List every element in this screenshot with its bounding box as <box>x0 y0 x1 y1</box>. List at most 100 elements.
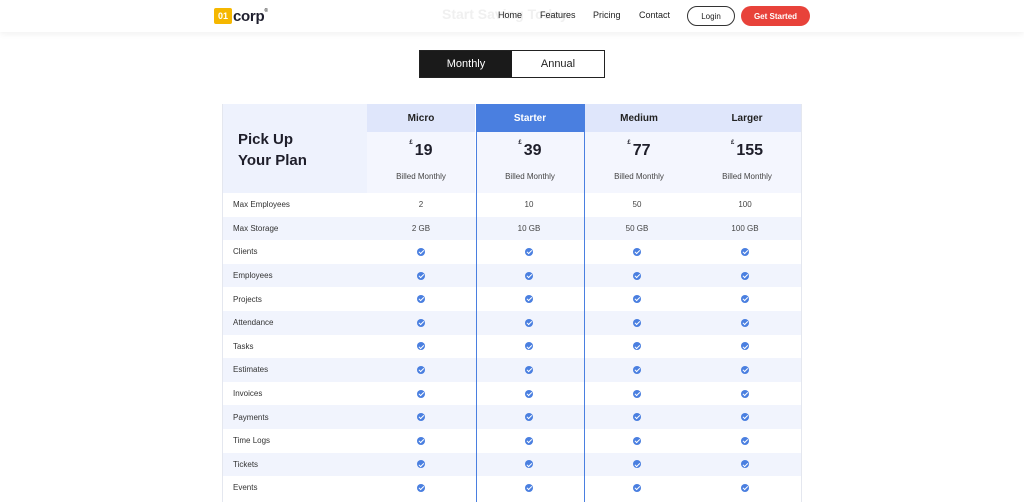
check-circle-icon <box>633 365 641 374</box>
feature-cell-larger: 100 <box>738 200 752 210</box>
check-circle-icon <box>417 365 425 374</box>
currency-symbol: £ <box>627 140 631 146</box>
feature-row: Payments <box>222 405 802 429</box>
check-circle-icon <box>525 271 533 280</box>
feature-cell-larger <box>691 476 799 500</box>
feature-row: Time Logs <box>222 429 802 453</box>
feature-cell-starter <box>475 335 583 359</box>
check-circle-icon <box>417 271 425 280</box>
feature-row: Tickets <box>222 452 802 477</box>
check-circle-icon <box>741 389 749 398</box>
check-circle-icon <box>417 460 425 469</box>
monthly-toggle-button[interactable]: Monthly <box>420 51 512 77</box>
check-circle-icon <box>633 318 641 327</box>
check-circle-icon <box>417 295 425 304</box>
feature-row: Attendance <box>222 311 802 335</box>
feature-label: Payments <box>233 412 269 422</box>
feature-cell-larger <box>691 429 799 453</box>
feature-cell-medium <box>583 287 691 311</box>
check-circle-icon <box>525 483 533 492</box>
feature-cell-medium <box>583 429 691 453</box>
feature-cell-micro <box>367 311 475 335</box>
check-circle-icon <box>741 342 749 351</box>
get-started-button[interactable]: Get Started <box>741 6 810 26</box>
feature-label: Attendance <box>233 318 274 328</box>
feature-cell-starter: 10 <box>524 200 534 210</box>
check-circle-icon <box>633 413 641 422</box>
plan-billing-label: Billed Monthly <box>396 172 446 181</box>
check-circle-icon <box>741 271 749 280</box>
plan-name: Larger <box>693 104 801 132</box>
logo[interactable]: 01 corp® <box>214 7 268 25</box>
feature-cell-micro <box>367 358 475 382</box>
feature-cell-micro <box>367 240 475 264</box>
feature-cell-starter <box>475 429 583 453</box>
check-circle-icon <box>417 247 425 256</box>
plan-starter: Starter £39 Billed Monthly <box>476 104 584 193</box>
feature-cell-medium <box>583 264 691 288</box>
feature-cell-micro <box>367 453 475 477</box>
feature-cell-medium: 50 GB <box>625 223 649 233</box>
feature-cell-starter <box>475 382 583 406</box>
pick-plan-panel: Pick Up Your Plan <box>222 104 367 193</box>
check-circle-icon <box>417 342 425 351</box>
check-circle-icon <box>633 247 641 256</box>
check-circle-icon <box>525 247 533 256</box>
logo-text-word: corp <box>233 7 265 25</box>
pick-plan-heading-line2: Your Plan <box>238 152 307 169</box>
feature-label: Tickets <box>233 459 259 469</box>
check-circle-icon <box>741 318 749 327</box>
check-circle-icon <box>525 365 533 374</box>
feature-cell-larger <box>691 287 799 311</box>
plan-price: £155 <box>693 140 801 160</box>
feature-label: Estimates <box>233 365 269 375</box>
feature-cell-medium <box>583 311 691 335</box>
feature-cell-micro <box>367 335 475 359</box>
nav-contact[interactable]: Contact <box>639 10 671 20</box>
plan-price: £39 <box>476 140 584 160</box>
annual-toggle-button[interactable]: Annual <box>512 51 604 77</box>
check-circle-icon <box>525 318 533 327</box>
feature-cell-micro: 2 GB <box>411 223 431 233</box>
nav-home[interactable]: Home <box>498 10 523 20</box>
check-circle-icon <box>741 460 749 469</box>
pick-plan-heading: Pick Up Your Plan <box>238 129 358 171</box>
plan-price-box: £39 Billed Monthly <box>476 132 584 193</box>
hero-title-ghost: Start Saving Today <box>442 6 568 22</box>
plan-price: £19 <box>367 140 475 160</box>
logo-trademark: ® <box>264 7 268 14</box>
feature-label: Invoices <box>233 389 263 399</box>
feature-cell-larger <box>691 453 799 477</box>
login-button[interactable]: Login <box>687 6 735 26</box>
plan-larger: Larger £155 Billed Monthly <box>693 104 801 193</box>
plan-price-box: £77 Billed Monthly <box>585 132 693 193</box>
feature-label: Employees <box>233 271 273 281</box>
plan-price-value: 77 <box>632 142 651 159</box>
plan-price-value: 155 <box>736 142 764 159</box>
feature-row: Events <box>222 476 802 500</box>
check-circle-icon <box>741 413 749 422</box>
check-circle-icon <box>633 271 641 280</box>
feature-cell-larger <box>691 335 799 359</box>
check-circle-icon <box>525 389 533 398</box>
nav-features[interactable]: Features <box>540 10 576 20</box>
check-circle-icon <box>525 342 533 351</box>
feature-cell-starter: 10 GB <box>517 223 541 233</box>
plan-billing-label: Billed Monthly <box>614 172 664 181</box>
plan-price-value: 19 <box>414 142 433 159</box>
check-circle-icon <box>741 436 749 445</box>
feature-row: Estimates <box>222 358 802 382</box>
feature-cell-starter <box>475 240 583 264</box>
feature-row: Projects <box>222 287 802 311</box>
feature-label: Max Employees <box>233 200 290 210</box>
feature-cell-medium <box>583 335 691 359</box>
check-circle-icon <box>525 436 533 445</box>
nav-pricing[interactable]: Pricing <box>593 10 621 20</box>
feature-cell-larger <box>691 358 799 382</box>
feature-cell-micro <box>367 382 475 406</box>
check-circle-icon <box>417 318 425 327</box>
currency-symbol: £ <box>730 140 735 146</box>
plan-billing-label: Billed Monthly <box>505 172 555 181</box>
plan-medium: Medium £77 Billed Monthly <box>585 104 693 193</box>
feature-cell-larger <box>691 240 799 264</box>
